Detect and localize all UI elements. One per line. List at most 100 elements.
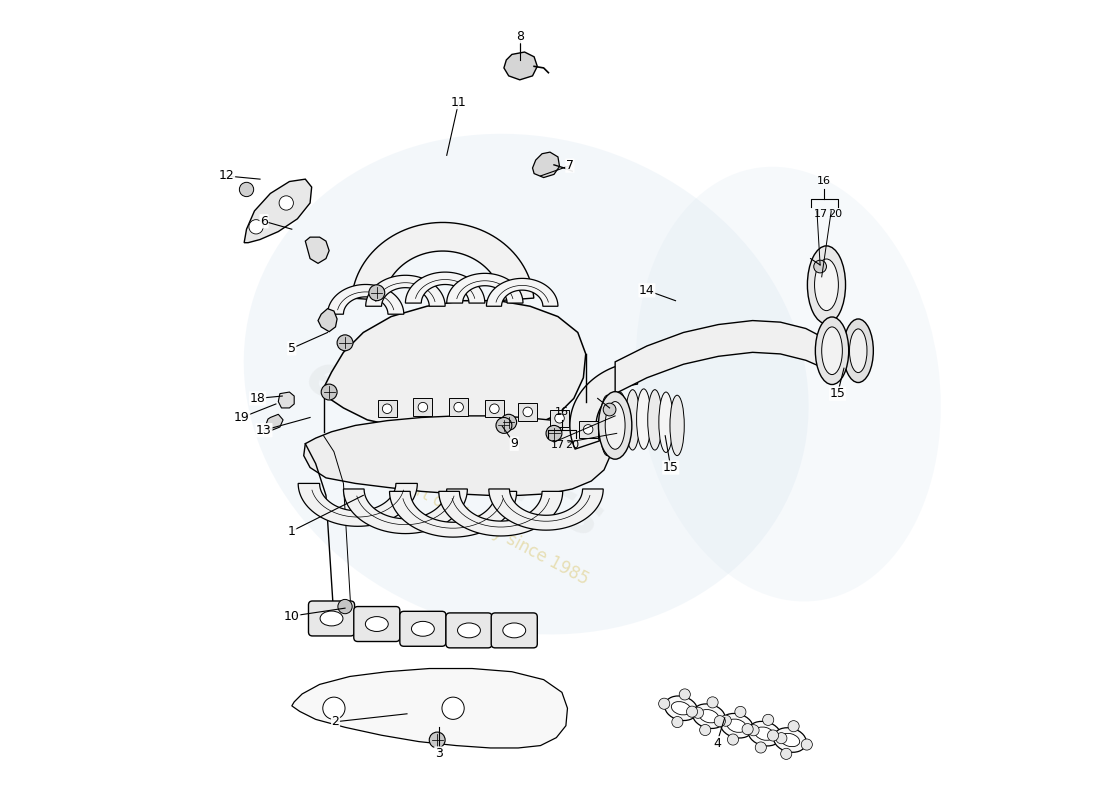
Polygon shape: [439, 491, 563, 536]
Circle shape: [322, 697, 345, 719]
Circle shape: [429, 732, 446, 748]
Polygon shape: [365, 275, 446, 306]
Ellipse shape: [849, 329, 867, 373]
Polygon shape: [298, 483, 417, 526]
Text: 17: 17: [551, 440, 565, 450]
Polygon shape: [532, 152, 560, 178]
Circle shape: [720, 715, 732, 726]
Ellipse shape: [637, 389, 651, 450]
Circle shape: [418, 402, 428, 412]
Ellipse shape: [626, 390, 640, 450]
Text: 19: 19: [234, 411, 250, 424]
Circle shape: [714, 716, 725, 726]
Circle shape: [707, 697, 718, 708]
Polygon shape: [328, 285, 404, 314]
Circle shape: [583, 425, 593, 434]
Text: 15: 15: [829, 387, 846, 400]
Ellipse shape: [411, 622, 434, 636]
Circle shape: [735, 706, 746, 718]
Polygon shape: [377, 400, 397, 418]
Ellipse shape: [503, 623, 526, 638]
Ellipse shape: [773, 728, 806, 752]
Polygon shape: [486, 278, 558, 306]
Text: 7: 7: [565, 159, 574, 172]
Circle shape: [279, 196, 294, 210]
Ellipse shape: [636, 166, 940, 602]
Circle shape: [321, 384, 337, 400]
Text: 15: 15: [663, 461, 679, 474]
FancyBboxPatch shape: [354, 606, 400, 642]
Polygon shape: [449, 398, 469, 416]
Text: 8: 8: [516, 30, 524, 42]
Text: 3: 3: [434, 747, 442, 760]
Ellipse shape: [727, 719, 747, 732]
Ellipse shape: [659, 392, 673, 453]
Ellipse shape: [598, 392, 631, 459]
Ellipse shape: [822, 327, 843, 374]
Ellipse shape: [648, 390, 662, 450]
Circle shape: [500, 414, 517, 430]
Text: 16: 16: [817, 175, 832, 186]
Circle shape: [522, 407, 532, 417]
Text: 16: 16: [554, 406, 569, 417]
Ellipse shape: [807, 246, 846, 324]
Circle shape: [727, 734, 738, 745]
Text: 10: 10: [284, 610, 299, 622]
Ellipse shape: [664, 696, 697, 721]
Ellipse shape: [670, 395, 684, 456]
Polygon shape: [323, 301, 586, 434]
Text: 1: 1: [288, 525, 296, 538]
Text: 13: 13: [256, 424, 272, 437]
Ellipse shape: [671, 702, 691, 715]
Circle shape: [603, 403, 616, 416]
Circle shape: [801, 739, 813, 750]
Circle shape: [781, 748, 792, 759]
Polygon shape: [352, 222, 534, 300]
Polygon shape: [265, 414, 283, 430]
Text: 20: 20: [565, 440, 580, 450]
Ellipse shape: [844, 319, 873, 382]
Circle shape: [788, 721, 800, 732]
Text: elsa parts: elsa parts: [297, 346, 613, 550]
Polygon shape: [485, 400, 504, 418]
Circle shape: [442, 697, 464, 719]
Ellipse shape: [814, 259, 838, 310]
FancyBboxPatch shape: [492, 613, 537, 648]
Circle shape: [490, 404, 499, 414]
Ellipse shape: [720, 714, 754, 738]
Circle shape: [742, 723, 754, 734]
Ellipse shape: [780, 734, 800, 746]
Text: 6: 6: [260, 214, 268, 228]
Circle shape: [337, 335, 353, 350]
Polygon shape: [518, 403, 537, 421]
Polygon shape: [570, 362, 638, 449]
Circle shape: [762, 714, 773, 726]
Text: 18: 18: [250, 392, 265, 405]
Ellipse shape: [605, 402, 625, 450]
Ellipse shape: [693, 704, 725, 729]
Ellipse shape: [815, 317, 849, 385]
Ellipse shape: [320, 611, 343, 626]
Circle shape: [659, 698, 670, 710]
Text: 14: 14: [639, 284, 654, 297]
Circle shape: [496, 418, 512, 434]
Polygon shape: [343, 489, 468, 534]
Text: 12: 12: [219, 170, 234, 182]
Circle shape: [768, 730, 779, 741]
Ellipse shape: [700, 710, 718, 723]
Polygon shape: [414, 398, 432, 416]
Circle shape: [546, 426, 562, 442]
Polygon shape: [550, 410, 569, 427]
Polygon shape: [406, 272, 485, 303]
Circle shape: [249, 220, 263, 234]
Polygon shape: [615, 321, 824, 394]
Text: 2: 2: [331, 715, 340, 728]
Polygon shape: [292, 669, 568, 748]
Ellipse shape: [755, 727, 774, 740]
Text: 5: 5: [288, 342, 296, 355]
Ellipse shape: [613, 392, 627, 453]
Circle shape: [383, 404, 392, 414]
Circle shape: [776, 733, 786, 744]
Polygon shape: [304, 416, 609, 495]
Ellipse shape: [748, 722, 781, 746]
